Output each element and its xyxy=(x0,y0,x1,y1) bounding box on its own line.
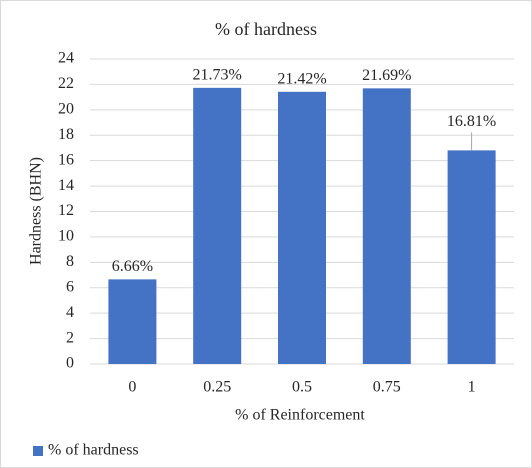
y-tick-label: 6 xyxy=(66,278,74,295)
y-tick-label: 20 xyxy=(58,101,74,118)
x-tick-label: 0.25 xyxy=(203,379,231,396)
legend-swatch xyxy=(33,446,43,456)
y-tick-label: 22 xyxy=(58,75,74,92)
bar xyxy=(447,150,496,364)
y-tick-label: 18 xyxy=(58,126,74,143)
y-tick-label: 12 xyxy=(58,202,74,219)
data-label: 16.81% xyxy=(447,113,496,130)
y-tick-label: 14 xyxy=(58,177,74,194)
y-axis-label: Hardness (BHN) xyxy=(28,157,45,265)
y-tick-label: 4 xyxy=(66,304,74,321)
y-tick-label: 2 xyxy=(66,329,74,346)
bar xyxy=(193,87,242,365)
x-tick-label: 0.5 xyxy=(292,379,312,396)
x-tick-label: 1 xyxy=(468,379,476,396)
bar xyxy=(278,91,326,364)
data-label: 21.69% xyxy=(362,67,411,84)
y-tick-label: 8 xyxy=(66,253,74,270)
bar xyxy=(362,88,411,364)
x-tick-label: 0.75 xyxy=(373,379,401,396)
data-label: 6.66% xyxy=(112,258,153,275)
x-axis-label: % of Reinforcement xyxy=(235,407,365,424)
data-label: 21.73% xyxy=(193,67,242,84)
x-tick-label: 0 xyxy=(128,379,136,396)
data-label: 21.42% xyxy=(277,70,326,87)
legend-label: % of hardness xyxy=(48,442,139,459)
bar xyxy=(108,279,157,364)
chart-title: % of hardness xyxy=(215,19,317,39)
y-tick-label: 0 xyxy=(66,355,74,372)
y-tick-label: 16 xyxy=(58,151,74,168)
y-tick-label: 10 xyxy=(58,228,74,245)
y-tick-label: 24 xyxy=(58,50,74,67)
